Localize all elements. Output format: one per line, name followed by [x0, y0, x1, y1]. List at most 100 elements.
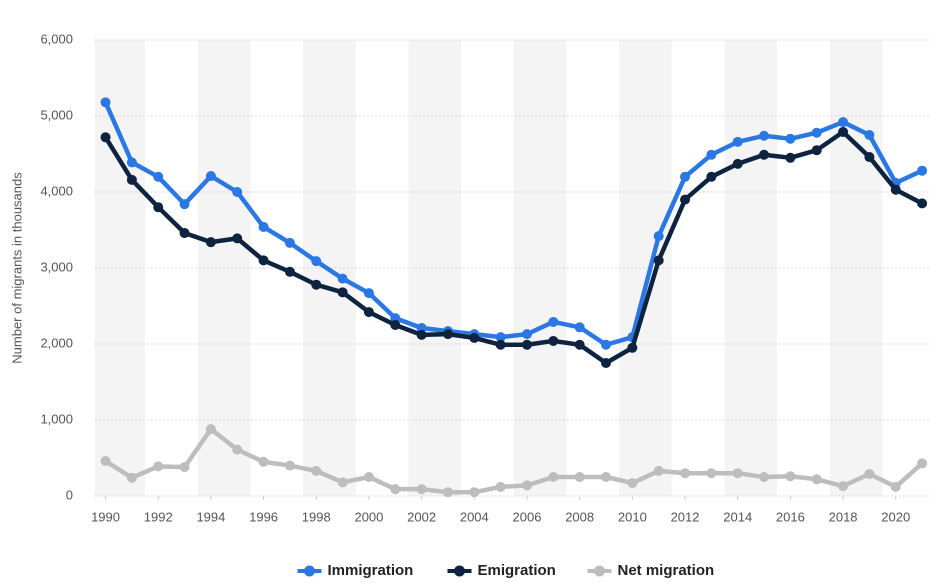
data-point — [126, 472, 137, 483]
legend-marker — [304, 565, 315, 577]
y-axis-label: Number of migrants in thousands — [9, 172, 24, 364]
data-point — [205, 424, 216, 435]
data-point — [706, 171, 717, 182]
x-tick-label: 2016 — [776, 509, 805, 524]
data-point — [205, 171, 216, 182]
y-tick-label: 3,000 — [40, 259, 73, 274]
data-point — [416, 323, 427, 334]
data-point — [390, 313, 401, 324]
data-point — [838, 126, 849, 137]
data-point — [495, 332, 506, 343]
data-point — [153, 461, 164, 472]
data-point — [337, 477, 348, 488]
data-point — [548, 316, 559, 327]
x-tick-label: 2002 — [407, 509, 436, 524]
data-point — [153, 202, 164, 213]
x-tick-label: 2008 — [565, 509, 594, 524]
data-point — [363, 288, 374, 299]
data-point — [732, 136, 743, 147]
data-point — [680, 171, 691, 182]
data-point — [495, 339, 506, 350]
x-tick-label: 2000 — [354, 509, 383, 524]
data-point — [153, 171, 164, 182]
data-point — [706, 468, 717, 479]
data-point — [627, 478, 638, 489]
legend-label: Emigration — [478, 562, 556, 579]
x-tick-label: 2006 — [513, 509, 542, 524]
data-point — [574, 472, 585, 482]
legend-label: Net migration — [618, 562, 715, 579]
data-point — [548, 335, 559, 346]
data-point — [785, 471, 796, 482]
data-point — [258, 255, 269, 266]
x-tick-label: 2014 — [723, 509, 752, 524]
data-point — [653, 465, 664, 476]
data-point — [548, 472, 559, 482]
x-tick-label: 2012 — [671, 509, 700, 524]
data-point — [917, 165, 928, 176]
data-point — [232, 444, 243, 455]
data-point — [732, 468, 743, 479]
x-tick-label: 1992 — [144, 509, 173, 524]
data-point — [390, 484, 401, 495]
data-point — [521, 480, 532, 491]
data-point — [100, 97, 111, 108]
data-point — [469, 332, 480, 343]
data-point — [337, 287, 348, 298]
y-tick-label: 1,000 — [40, 411, 73, 426]
x-tick-label: 2018 — [829, 509, 858, 524]
data-point — [521, 339, 532, 350]
grid: 0 1,000 2,000 3,000 4,000 5,000 6,000 1990 1992 1… — [40, 31, 930, 524]
data-point — [100, 456, 111, 467]
data-point — [601, 358, 612, 368]
x-tick-label: 2020 — [881, 509, 910, 524]
x-tick-label: 2010 — [618, 509, 647, 524]
data-point — [126, 174, 137, 185]
data-point — [258, 221, 269, 232]
data-point — [785, 152, 796, 163]
y-tick-label: 6,000 — [40, 31, 73, 46]
data-point — [205, 237, 216, 248]
data-point — [917, 458, 928, 469]
x-tick-label: 2004 — [460, 509, 489, 524]
data-point — [311, 465, 322, 476]
data-point — [363, 472, 374, 482]
x-tick-label: 1994 — [196, 509, 225, 524]
data-point — [521, 329, 532, 340]
data-point — [917, 198, 928, 209]
data-point — [811, 474, 822, 485]
data-point — [337, 273, 348, 284]
data-point — [284, 237, 295, 248]
y-tick-label: 2,000 — [40, 335, 73, 350]
x-tick-label: 1998 — [302, 509, 331, 524]
data-point — [601, 472, 612, 482]
data-point — [179, 199, 190, 210]
data-point — [284, 266, 295, 277]
data-point — [574, 322, 585, 333]
data-point — [179, 228, 190, 239]
data-point — [416, 329, 427, 340]
x-tick-label: 1990 — [91, 509, 120, 524]
data-point — [232, 233, 243, 244]
data-point — [574, 339, 585, 350]
data-point — [680, 468, 691, 479]
data-point — [100, 132, 111, 143]
data-point — [311, 279, 322, 290]
data-point — [126, 157, 137, 168]
data-point — [363, 307, 374, 318]
data-point — [864, 130, 875, 140]
legend-marker — [454, 565, 465, 577]
data-point — [680, 194, 691, 205]
data-point — [442, 487, 453, 498]
data-point — [890, 184, 901, 195]
data-point — [838, 117, 849, 128]
data-point — [469, 487, 480, 498]
data-point — [759, 149, 770, 160]
data-point — [785, 133, 796, 144]
data-point — [811, 127, 822, 138]
data-point — [653, 255, 664, 266]
data-point — [416, 484, 427, 495]
data-point — [706, 149, 717, 160]
data-point — [864, 468, 875, 479]
